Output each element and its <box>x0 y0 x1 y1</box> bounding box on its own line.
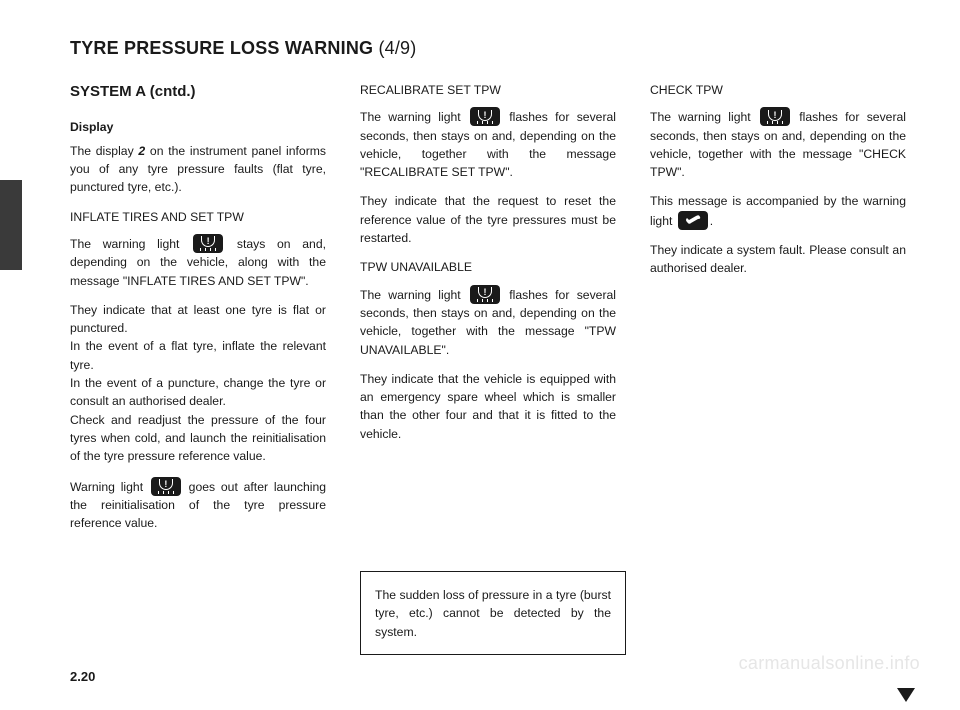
notice-box-text: The sudden loss of pressure in a tyre (b… <box>375 588 611 639</box>
system-heading: SYSTEM A (cntd.) <box>70 81 326 104</box>
msg-unavail-p1: The warning light flashes for several se… <box>360 285 616 359</box>
msg-inflate-p2: They indicate that at least one tyre is … <box>70 301 326 338</box>
display-text-a: The display <box>70 144 138 158</box>
msg-check-p3: They indicate a system fault. Please con… <box>650 241 906 278</box>
msg-inflate-p6: Warning light goes out after launching t… <box>70 477 326 533</box>
tpw-icon <box>151 477 181 496</box>
msg-recal-p1: The warning light flashes for several se… <box>360 107 616 181</box>
page-title: TYRE PRESSURE LOSS WARNING (4/9) <box>70 38 906 59</box>
section-tab <box>0 180 22 270</box>
msg-unavail-p1a: The warning light <box>360 288 468 302</box>
msg-inflate-title: INFLATE TIRES AND SET TPW <box>70 208 326 226</box>
tpw-icon <box>470 285 500 304</box>
notice-box: The sudden loss of pressure in a tyre (b… <box>360 571 626 655</box>
tpw-icon <box>193 234 223 253</box>
column-3: CHECK TPW The warning light flashes for … <box>650 81 906 543</box>
msg-inflate-p1: The warning light stays on and, dependin… <box>70 234 326 290</box>
msg-unavail-title: TPW UNAVAILABLE <box>360 258 616 276</box>
column-1: SYSTEM A (cntd.) Display The display 2 o… <box>70 81 326 543</box>
corner-flag-icon <box>897 688 915 702</box>
msg-recal-p1a: The warning light <box>360 110 468 124</box>
tpw-icon <box>760 107 790 126</box>
msg-check-p1: The warning light flashes for several se… <box>650 107 906 181</box>
msg-check-p2b: . <box>710 214 713 228</box>
content-columns: SYSTEM A (cntd.) Display The display 2 o… <box>70 81 906 543</box>
title-fraction: (4/9) <box>378 38 416 58</box>
msg-recal-p2: They indicate that the request to reset … <box>360 192 616 247</box>
msg-inflate-p4: In the event of a puncture, change the t… <box>70 374 326 411</box>
msg-inflate-p5: Check and readjust the pressure of the f… <box>70 411 326 466</box>
title-main: TYRE PRESSURE LOSS WARNING <box>70 38 378 58</box>
tpw-icon <box>470 107 500 126</box>
msg-check-p1a: The warning light <box>650 110 758 124</box>
column-2: RECALIBRATE SET TPW The warning light fl… <box>360 81 616 543</box>
msg-inflate-p3: In the event of a flat tyre, inflate the… <box>70 337 326 374</box>
msg-unavail-p2: They indicate that the vehicle is equipp… <box>360 370 616 443</box>
msg-recal-title: RECALIBRATE SET TPW <box>360 81 616 99</box>
page-number: 2.20 <box>70 669 95 684</box>
msg-check-p2: This message is accompanied by the warni… <box>650 192 906 230</box>
watermark: carmanualsonline.info <box>739 653 920 674</box>
wrench-icon <box>678 211 708 230</box>
msg-inflate-p6a: Warning light <box>70 480 149 494</box>
display-label: Display <box>70 118 326 136</box>
msg-inflate-p1a: The warning light <box>70 237 191 251</box>
msg-check-title: CHECK TPW <box>650 81 906 99</box>
display-text: The display 2 on the instrument panel in… <box>70 142 326 197</box>
